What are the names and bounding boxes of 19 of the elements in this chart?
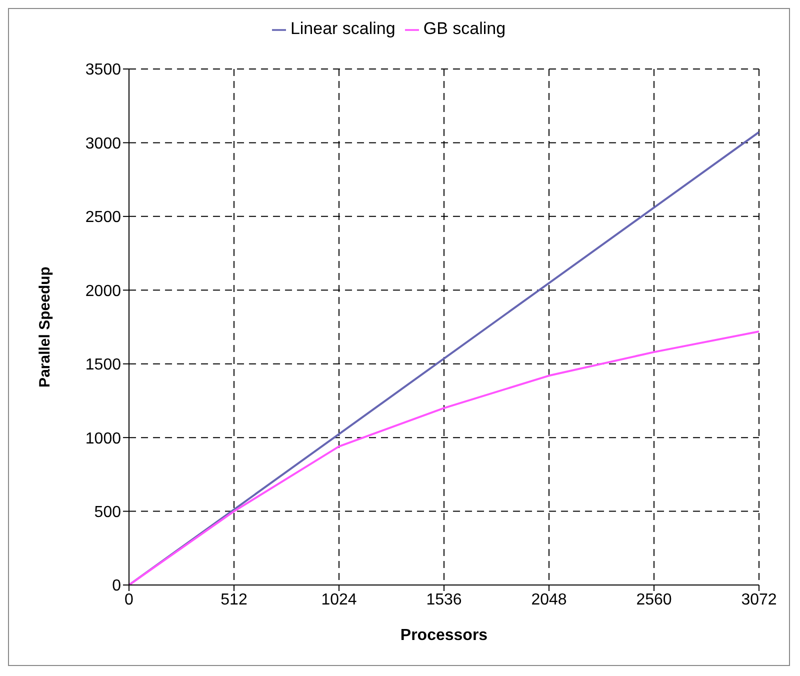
legend-label: Linear scaling [290, 19, 396, 38]
x-tick-label: 0 [124, 591, 134, 608]
y-tick-label: 500 [94, 504, 122, 521]
y-tick-label: 3000 [85, 135, 122, 152]
x-tick-label: 1024 [321, 591, 357, 608]
y-tick-label: 2000 [85, 282, 122, 300]
x-tick-label: 2560 [636, 591, 672, 608]
y-tick-label: 3500 [85, 62, 122, 79]
y-tick-label: 1500 [85, 356, 122, 374]
x-tick-label: 1536 [426, 591, 462, 608]
x-tick-label: 3072 [741, 591, 777, 608]
x-tick-label: 512 [220, 591, 248, 608]
y-axis-title: Parallel Speedup [36, 266, 54, 388]
legend-label: GB scaling [423, 19, 506, 38]
x-axis-title: Processors [400, 627, 488, 644]
y-tick-label: 1000 [85, 430, 122, 448]
x-tick-label: 2048 [531, 591, 567, 608]
y-tick-label: 2500 [85, 209, 122, 226]
y-tick-label: 0 [112, 578, 122, 595]
